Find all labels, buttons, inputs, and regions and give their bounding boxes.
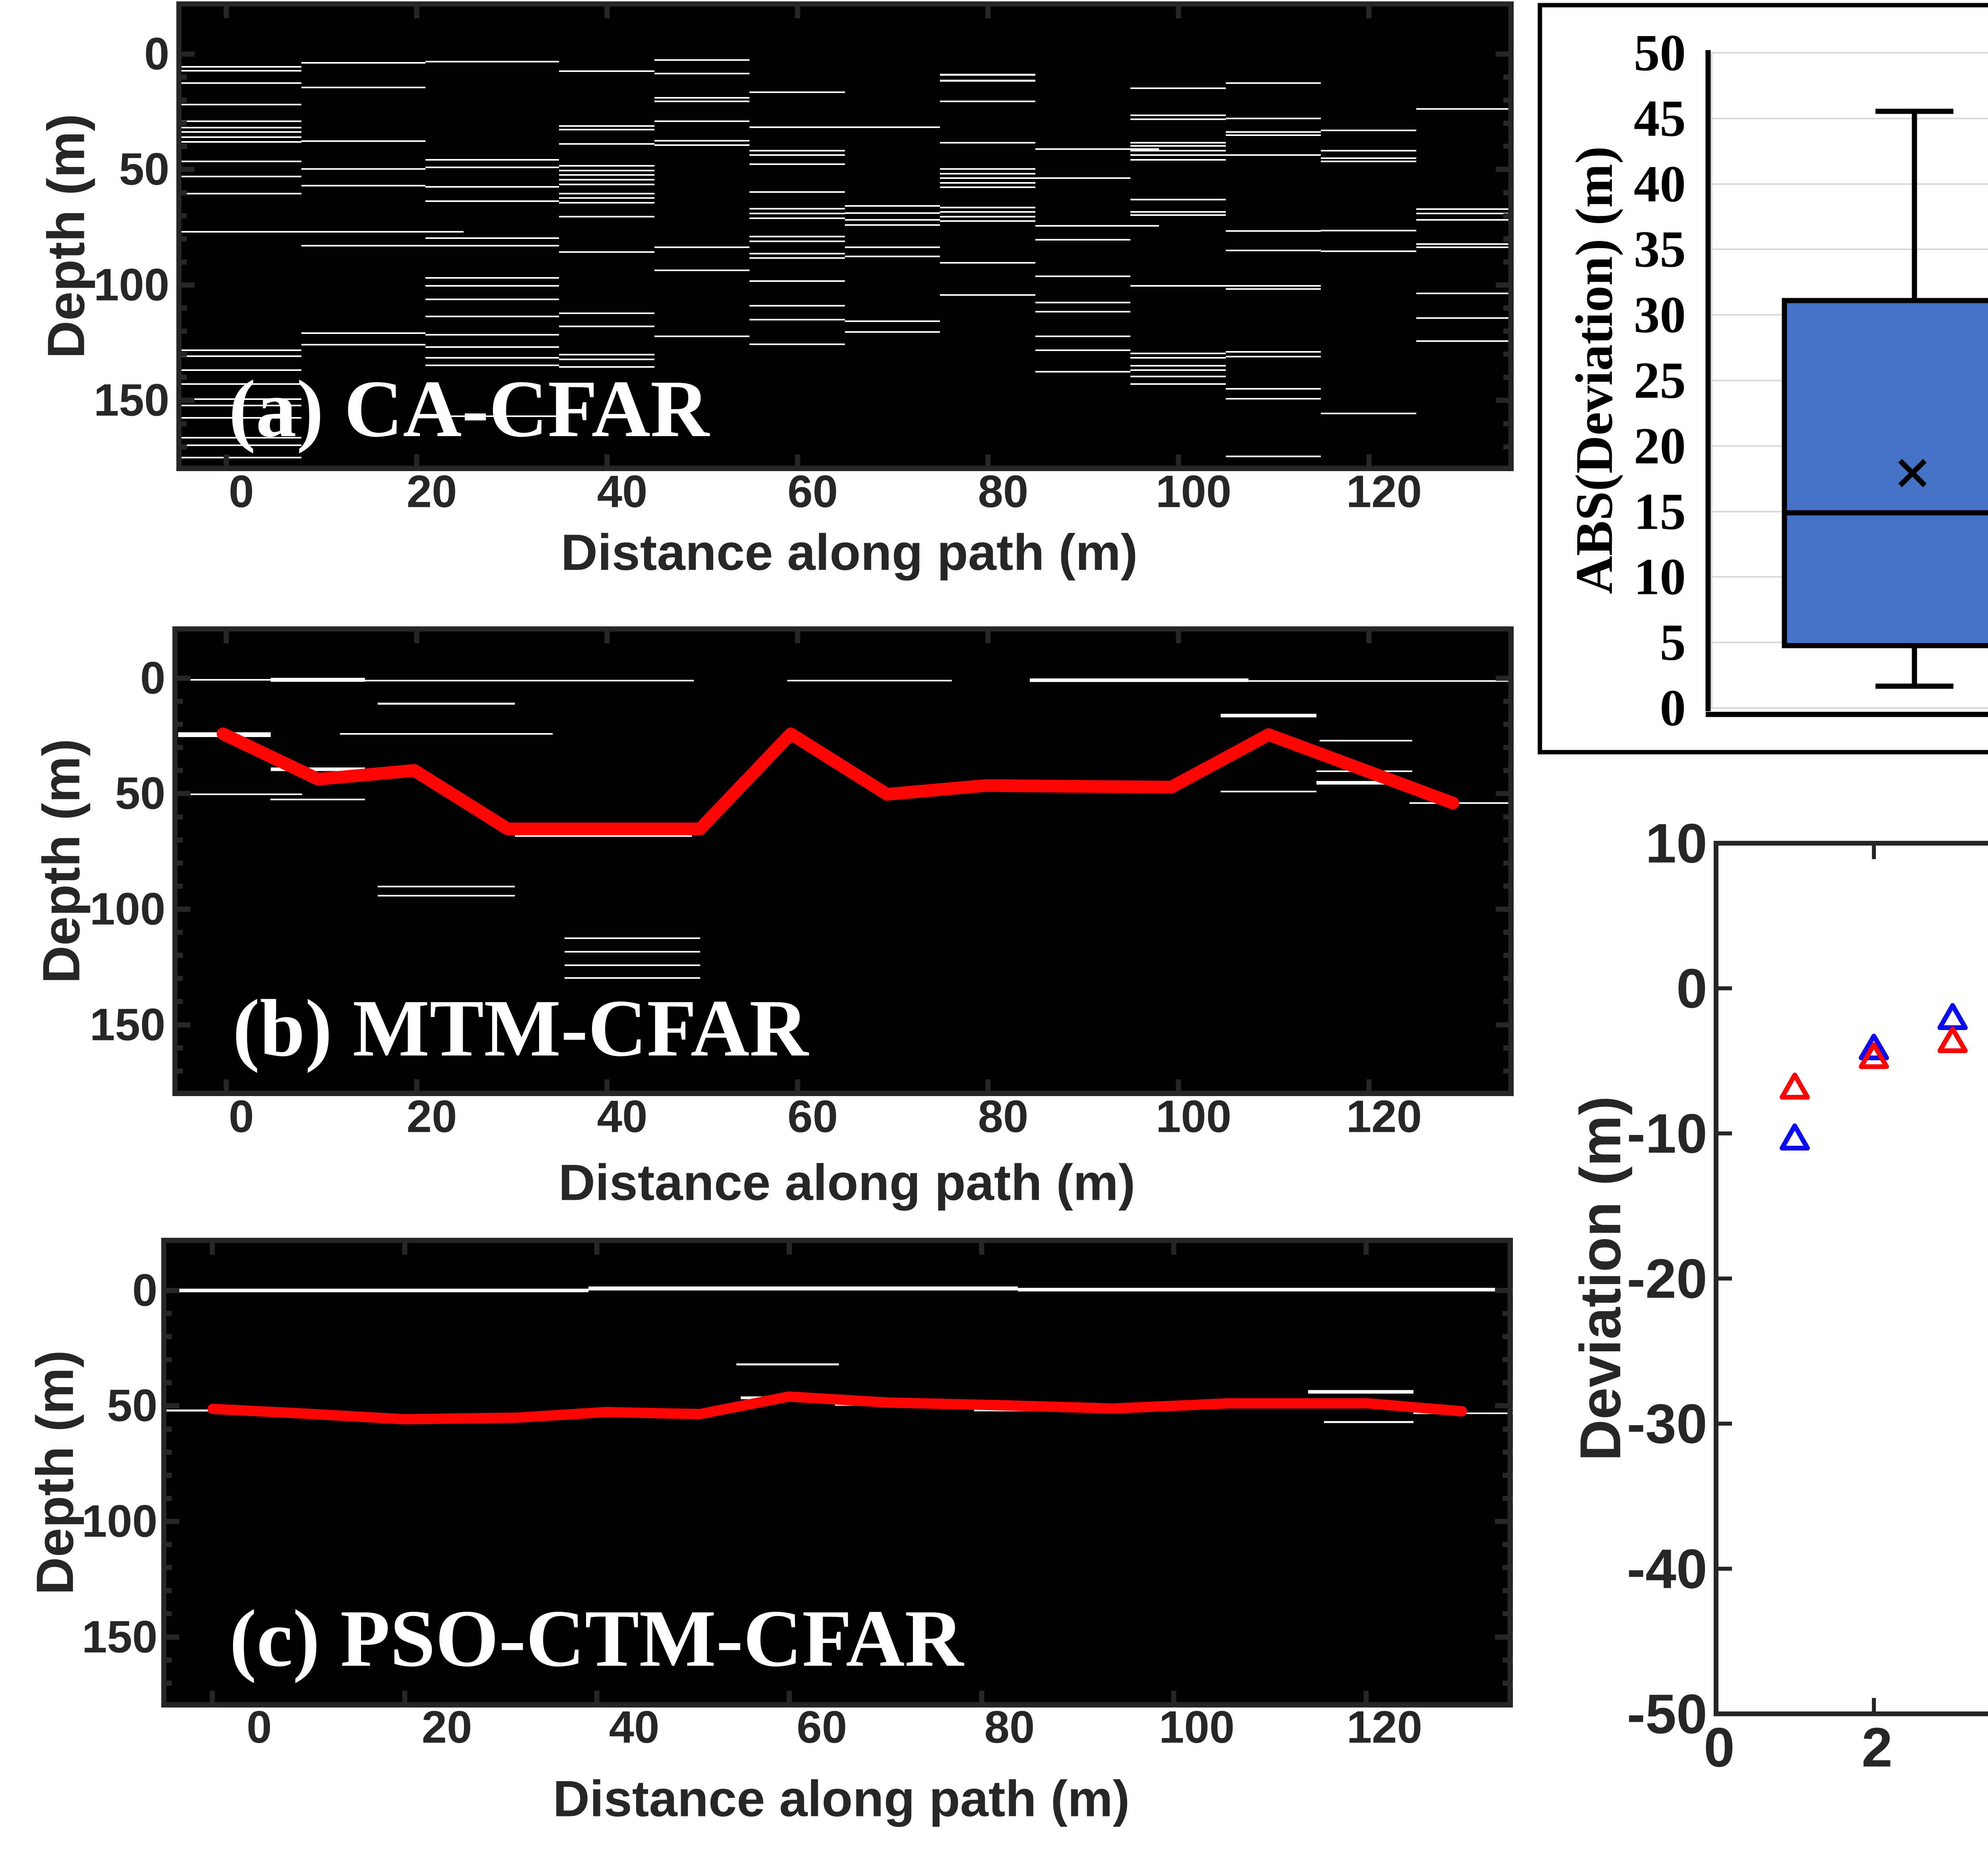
svg-text:40: 40: [1634, 155, 1686, 213]
svg-text:60: 60: [788, 467, 838, 517]
svg-text:Depth (m): Depth (m): [26, 1350, 84, 1595]
svg-text:150: 150: [90, 1000, 165, 1050]
svg-text:(a) CA-CFAR: (a) CA-CFAR: [229, 364, 710, 454]
svg-text:0: 0: [229, 1092, 254, 1142]
svg-text:80: 80: [978, 1092, 1029, 1142]
svg-text:60: 60: [797, 1702, 847, 1753]
svg-text:20: 20: [1634, 417, 1686, 475]
svg-text:(b) MTM-CFAR: (b) MTM-CFAR: [233, 983, 809, 1073]
svg-text:Distance along path (m): Distance along path (m): [559, 1154, 1136, 1211]
svg-text:30: 30: [1634, 286, 1686, 344]
svg-text:100: 100: [1156, 467, 1231, 517]
svg-text:40: 40: [609, 1702, 660, 1753]
svg-text:2: 2: [1862, 1716, 1893, 1779]
svg-text:50: 50: [119, 144, 169, 195]
svg-text:60: 60: [788, 1092, 838, 1142]
svg-text:Deviation (m): Deviation (m): [1568, 1096, 1633, 1461]
svg-text:0: 0: [144, 29, 169, 80]
svg-text:40: 40: [597, 467, 648, 517]
svg-text:0: 0: [1676, 957, 1707, 1020]
svg-text:15: 15: [1634, 483, 1686, 541]
svg-text:100: 100: [82, 1496, 157, 1547]
svg-text:80: 80: [978, 467, 1029, 517]
svg-text:20: 20: [407, 467, 457, 517]
svg-text:120: 120: [1346, 467, 1422, 517]
svg-text:20: 20: [407, 1092, 457, 1142]
svg-text:0: 0: [1704, 1716, 1735, 1779]
svg-text:100: 100: [1156, 1092, 1231, 1142]
svg-text:Depth (m): Depth (m): [37, 114, 95, 359]
svg-text:0: 0: [1660, 679, 1686, 737]
svg-text:0: 0: [132, 1265, 157, 1316]
svg-text:150: 150: [82, 1612, 157, 1663]
svg-text:20: 20: [422, 1702, 472, 1753]
svg-text:50: 50: [1634, 24, 1686, 82]
svg-text:100: 100: [1159, 1702, 1235, 1753]
svg-text:0: 0: [229, 467, 254, 517]
svg-text:-40: -40: [1627, 1538, 1707, 1600]
svg-text:Depth (m): Depth (m): [32, 739, 91, 984]
svg-text:Distance along path (m): Distance along path (m): [561, 524, 1138, 581]
svg-text:35: 35: [1634, 221, 1686, 278]
svg-text:120: 120: [1347, 1702, 1422, 1753]
svg-text:50: 50: [115, 768, 165, 819]
svg-text:-20: -20: [1627, 1248, 1707, 1310]
svg-text:ABS(Deviation) (m): ABS(Deviation) (m): [1565, 146, 1623, 594]
svg-text:10: 10: [1634, 548, 1686, 606]
svg-text:-30: -30: [1627, 1393, 1707, 1455]
svg-text:100: 100: [90, 884, 165, 935]
svg-text:(c) PSO-CTM-CFAR: (c) PSO-CTM-CFAR: [229, 1593, 964, 1684]
svg-text:45: 45: [1634, 90, 1686, 147]
svg-text:0: 0: [247, 1702, 272, 1753]
svg-text:100: 100: [94, 260, 169, 310]
svg-text:-50: -50: [1627, 1683, 1707, 1745]
svg-text:-10: -10: [1627, 1102, 1707, 1165]
svg-text:40: 40: [597, 1092, 648, 1142]
svg-text:150: 150: [94, 375, 169, 426]
svg-text:5: 5: [1660, 614, 1686, 671]
svg-text:120: 120: [1346, 1092, 1422, 1142]
svg-text:Distance along path (m): Distance along path (m): [553, 1771, 1130, 1828]
svg-text:0: 0: [140, 653, 165, 704]
svg-text:10: 10: [1645, 812, 1707, 875]
svg-text:80: 80: [984, 1702, 1035, 1753]
svg-text:25: 25: [1634, 352, 1686, 409]
svg-text:50: 50: [107, 1381, 157, 1431]
